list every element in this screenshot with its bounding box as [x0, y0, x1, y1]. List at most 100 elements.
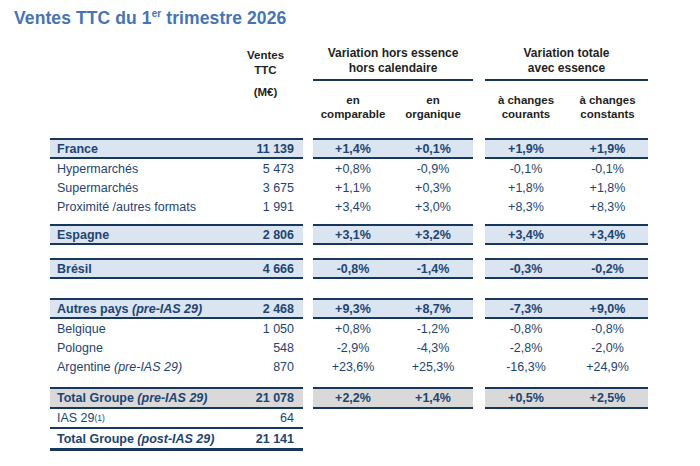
- block-gap: [303, 409, 313, 429]
- cell-en-organique: [393, 429, 473, 451]
- label-italic-note: (pre-IAS 29): [111, 360, 183, 374]
- row-label: IAS 29(1): [50, 409, 228, 429]
- cell-en-comparable: +3,4%: [313, 197, 393, 216]
- cell-en-comparable: [313, 409, 393, 429]
- cell-changes-constants: +1,8%: [567, 178, 648, 197]
- table-row: Brésil 4 666 -0,8% -1,4% -0,3% -0,2%: [50, 258, 700, 279]
- cell-en-comparable: +0,8%: [313, 319, 393, 338]
- cell-en-comparable: [313, 429, 393, 451]
- row-value-ventes-ttc: 2 806: [228, 224, 303, 245]
- block-gap: [303, 197, 313, 216]
- row-label: Hypermarchés: [50, 159, 228, 178]
- block-gap: [473, 338, 485, 357]
- table-row: Supermarchés 3 675 +1,1% +0,3% +1,8% +1,…: [50, 178, 700, 197]
- cell-en-organique: +3,2%: [393, 224, 473, 245]
- cell-changes-constants: [567, 429, 648, 451]
- row-label: Belgique: [50, 319, 228, 338]
- row-value-ventes-ttc: 2 468: [228, 298, 303, 319]
- block-gap: [303, 429, 313, 451]
- cell-en-comparable: -0,8%: [313, 258, 393, 279]
- block-gap: [473, 387, 485, 409]
- cell-changes-constants: +8,3%: [567, 197, 648, 216]
- cell-en-organique: +1,4%: [393, 387, 473, 409]
- cell-en-organique: [393, 409, 473, 429]
- group-title-line: Variation hors essence: [313, 46, 473, 61]
- table-body: France 11 139 +1,4% +0,1% +1,9% +1,9% Hy…: [50, 138, 700, 451]
- row-value-ventes-ttc: 1 991: [228, 197, 303, 216]
- cell-changes-courants: -0,8%: [485, 319, 567, 338]
- cell-changes-courants: +8,3%: [485, 197, 567, 216]
- row-value-ventes-ttc: 3 675: [228, 178, 303, 197]
- group-header-hors-essence: Variation hors essence hors calendaire: [313, 35, 473, 81]
- table-row: Total Groupe (post-IAS 29) 21 141: [50, 429, 700, 451]
- cell-en-organique: -1,4%: [393, 258, 473, 279]
- cell-en-comparable: -2,9%: [313, 338, 393, 357]
- block-gap: [473, 319, 485, 338]
- cell-changes-constants: +9,0%: [567, 298, 648, 319]
- cell-changes-constants: [567, 409, 648, 429]
- block-gap: [473, 258, 485, 279]
- cell-changes-courants: -16,3%: [485, 357, 567, 376]
- block-gap: [303, 258, 313, 279]
- cell-changes-courants: +1,8%: [485, 178, 567, 197]
- row-label: Argentine (pre-IAS 29): [50, 357, 228, 376]
- cell-en-comparable: +3,1%: [313, 224, 393, 245]
- cell-en-organique: +0,1%: [393, 138, 473, 159]
- cell-changes-courants: -0,1%: [485, 159, 567, 178]
- cell-changes-constants: -0,8%: [567, 319, 648, 338]
- cell-changes-constants: +3,4%: [567, 224, 648, 245]
- block-gap: [303, 387, 313, 409]
- table-row: Hypermarchés 5 473 +0,8% -0,9% -0,1% -0,…: [50, 159, 700, 178]
- cell-changes-constants: +2,5%: [567, 387, 648, 409]
- cell-en-comparable: +2,2%: [313, 387, 393, 409]
- table-row: Total Groupe (pre-IAS 29) 21 078 +2,2% +…: [50, 387, 700, 409]
- sales-table: Ventes TTC (M€) Variation hors essence h…: [50, 35, 700, 451]
- block-gap: [473, 178, 485, 197]
- cell-en-comparable: +23,6%: [313, 357, 393, 376]
- page-title: Ventes TTC du 1er trimestre 2026: [14, 8, 700, 29]
- block-gap: [473, 357, 485, 376]
- title-superscript: er: [152, 8, 162, 19]
- table-row: IAS 29(1) 64: [50, 409, 700, 429]
- title-text-start: Ventes TTC du 1: [14, 8, 152, 28]
- block-gap: [303, 159, 313, 178]
- block-gap: [303, 357, 313, 376]
- group-title-line: Variation totale: [485, 46, 648, 61]
- row-value-ventes-ttc: 1 050: [228, 319, 303, 338]
- cell-changes-courants: +0,5%: [485, 387, 567, 409]
- row-value-ventes-ttc: 5 473: [228, 159, 303, 178]
- col-header-ventes-ttc: Ventes TTC (M€): [228, 35, 303, 131]
- cell-en-organique: +25,3%: [393, 357, 473, 376]
- table-row: Belgique 1 050 +0,8% -1,2% -0,8% -0,8%: [50, 319, 700, 338]
- block-gap: [303, 178, 313, 197]
- label-italic-note: (pre-IAS 29): [134, 391, 208, 405]
- cell-en-organique: -4,3%: [393, 338, 473, 357]
- row-value-ventes-ttc: 4 666: [228, 258, 303, 279]
- cell-en-organique: +0,3%: [393, 178, 473, 197]
- row-label: Brésil: [50, 258, 228, 279]
- table-row: Pologne 548 -2,9% -4,3% -2,8% -2,0%: [50, 338, 700, 357]
- table-header: Ventes TTC (M€) Variation hors essence h…: [50, 35, 700, 131]
- cell-changes-courants: +1,9%: [485, 138, 567, 159]
- cell-changes-courants: -0,3%: [485, 258, 567, 279]
- row-label: Espagne: [50, 224, 228, 245]
- cell-changes-courants: [485, 409, 567, 429]
- row-value-ventes-ttc: 11 139: [228, 138, 303, 159]
- table-row: Argentine (pre-IAS 29) 870 +23,6% +25,3%…: [50, 357, 700, 376]
- block-gap: [303, 224, 313, 245]
- sales-report-page: Ventes TTC du 1er trimestre 2026 Ventes …: [0, 0, 700, 466]
- block-gap: [473, 197, 485, 216]
- cell-changes-constants: +1,9%: [567, 138, 648, 159]
- block-gap: [303, 298, 313, 319]
- block-gap: [303, 138, 313, 159]
- row-label: France: [50, 138, 228, 159]
- block-gap: [473, 298, 485, 319]
- cell-changes-constants: -0,1%: [567, 159, 648, 178]
- cell-changes-courants: -7,3%: [485, 298, 567, 319]
- group-title-line: hors calendaire: [313, 61, 473, 76]
- block-gap: [303, 338, 313, 357]
- cell-en-comparable: +0,8%: [313, 159, 393, 178]
- row-value-ventes-ttc: 64: [228, 409, 303, 429]
- row-value-ventes-ttc: 870: [228, 357, 303, 376]
- cell-changes-constants: -0,2%: [567, 258, 648, 279]
